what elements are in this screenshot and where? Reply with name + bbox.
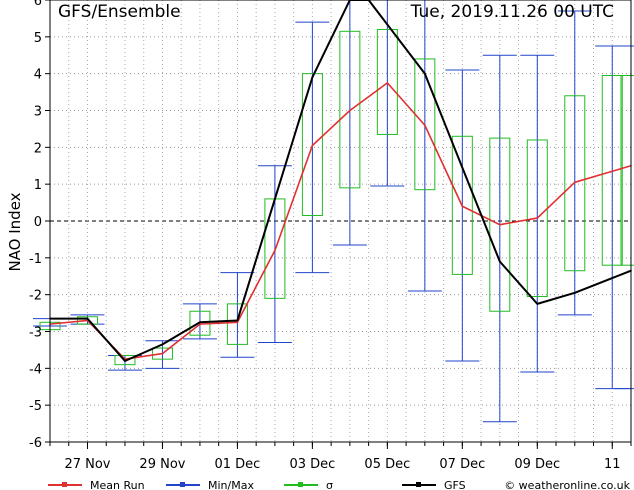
sigma-box bbox=[76, 316, 98, 325]
point-mean-run bbox=[611, 170, 614, 173]
point-mean-run bbox=[424, 124, 426, 127]
point-gfs bbox=[86, 317, 89, 320]
sigma-box bbox=[601, 75, 623, 266]
y-tick-label: -6 bbox=[29, 436, 42, 451]
y-tick-label: 5 bbox=[34, 31, 42, 46]
point-mean-run bbox=[199, 323, 201, 325]
legend-marker-minmax bbox=[180, 482, 185, 487]
legend-label-gfs: GFS bbox=[444, 479, 466, 490]
point-gfs bbox=[424, 72, 426, 75]
point-mean-run bbox=[499, 223, 501, 226]
x-tick-label: 29 Nov bbox=[139, 457, 185, 472]
chart-subtitle: Tue, 2019.11.26 00 UTC bbox=[410, 2, 614, 22]
point-gfs bbox=[199, 321, 201, 324]
point-mean-run bbox=[536, 217, 539, 219]
sigma-box bbox=[151, 347, 173, 360]
y-tick-label: -5 bbox=[29, 399, 42, 414]
sigma-box bbox=[620, 75, 634, 266]
y-tick-label: -4 bbox=[29, 362, 42, 377]
x-tick-label: 01 Dec bbox=[214, 457, 260, 472]
sigma-box bbox=[114, 354, 136, 366]
point-mean-run bbox=[236, 321, 239, 324]
x-tick-label: 05 Dec bbox=[364, 457, 410, 472]
legend-label-sigma: σ bbox=[326, 479, 333, 490]
legend-marker-sigma bbox=[298, 482, 303, 487]
y-tick-label: 6 bbox=[34, 0, 42, 9]
credit-text: © weatheronline.co.uk bbox=[504, 479, 630, 490]
legend-label-mean: Mean Run bbox=[90, 479, 145, 490]
point-mean-run bbox=[311, 144, 314, 147]
y-tick-label: 4 bbox=[34, 68, 42, 83]
point-gfs bbox=[124, 360, 126, 362]
sigma-box bbox=[526, 139, 548, 298]
series-line-gfs bbox=[50, 0, 632, 362]
point-mean-run bbox=[161, 352, 164, 355]
x-tick-label: 27 Nov bbox=[64, 457, 110, 472]
point-gfs bbox=[536, 303, 539, 305]
sigma-box bbox=[451, 135, 473, 275]
y-tick-label: 1 bbox=[34, 178, 42, 193]
point-gfs bbox=[573, 292, 576, 294]
grid-lines bbox=[50, 0, 631, 442]
y-tick-label: 2 bbox=[34, 141, 42, 156]
plot-frame bbox=[49, 0, 632, 443]
y-tick-label: 0 bbox=[34, 215, 42, 230]
point-gfs bbox=[311, 76, 314, 79]
point-gfs bbox=[161, 343, 164, 346]
y-tick-label: -3 bbox=[29, 326, 42, 341]
y-tick-label: -2 bbox=[29, 289, 42, 304]
point-mean-run bbox=[461, 205, 464, 208]
x-tick-label: 09 Dec bbox=[514, 457, 560, 472]
point-mean-run bbox=[274, 249, 276, 252]
legend-marker-mean bbox=[62, 482, 67, 487]
sigma-box bbox=[376, 28, 398, 135]
sigma-box bbox=[414, 58, 436, 191]
x-tick-label: 11 bbox=[604, 457, 621, 472]
legend: Mean Run Min/Max σ GFS © weatheronline.c… bbox=[48, 479, 631, 490]
point-mean-run bbox=[386, 82, 389, 84]
sigma-box bbox=[564, 95, 586, 272]
y-tick-label: -1 bbox=[29, 252, 42, 267]
point-gfs bbox=[499, 260, 501, 263]
point-gfs bbox=[236, 319, 239, 322]
sigma-box bbox=[226, 303, 248, 345]
sigma-box bbox=[301, 73, 323, 216]
point-gfs bbox=[274, 198, 276, 200]
sigma-box bbox=[489, 137, 511, 312]
y-axis-label: NAO Index bbox=[6, 192, 24, 271]
sigma-box bbox=[339, 30, 361, 189]
point-mean-run bbox=[573, 181, 576, 184]
legend-marker-gfs bbox=[416, 482, 421, 487]
point-mean-run bbox=[349, 109, 351, 112]
x-tick-label: 07 Dec bbox=[439, 457, 485, 472]
chart-title: GFS/Ensemble bbox=[58, 2, 181, 22]
y-tick-label: 3 bbox=[34, 105, 42, 120]
series-lines bbox=[49, 0, 632, 362]
axis-ticks: -6 -5 -4 -3 -2 -1 0 1 2 3 4 5 6 27 Nov 29 Nov 01 Dec 03 … bbox=[29, 0, 632, 472]
legend-label-minmax: Min/Max bbox=[208, 479, 254, 490]
x-tick-label: 03 Dec bbox=[289, 457, 335, 472]
